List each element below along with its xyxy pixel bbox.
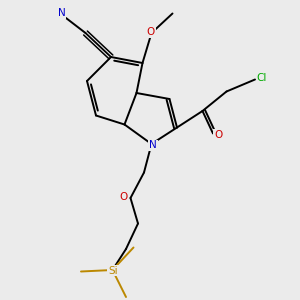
Text: O: O <box>147 27 155 38</box>
Text: Si: Si <box>108 266 118 276</box>
Text: O: O <box>214 130 223 140</box>
Text: O: O <box>120 191 128 202</box>
Text: N: N <box>58 8 65 19</box>
Text: N: N <box>149 140 157 151</box>
Text: Cl: Cl <box>256 73 267 83</box>
